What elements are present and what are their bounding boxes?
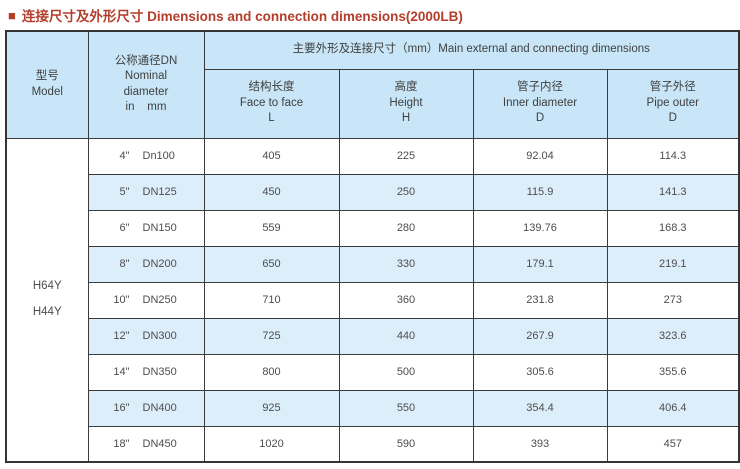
dn-value: DN300 [142,330,177,342]
inner-diameter-cell: 393 [472,425,608,463]
table-row: 8" DN200 650 330 179.1 219.1 [6,245,740,283]
inch-value: 12" [113,330,130,342]
pipe-outer-cell: 219.1 [606,245,740,283]
nominal-cell: 18" DN450 [87,425,205,463]
pipe-outer-cell: 141.3 [606,173,740,211]
table-row: 12" DN300 725 440 267.9 323.6 [6,317,740,355]
header-main-dimensions: 主要外形及连接尺寸（mm）Main external and connectin… [203,30,740,70]
face-to-face-cell: 559 [203,209,340,247]
face-to-face-cell: 650 [203,245,340,283]
pipe-outer-cell: 323.6 [606,317,740,355]
table-row: 5" DN125 450 250 115.9 141.3 [6,173,740,211]
nominal-cell: 10" DN250 [87,281,205,319]
face-to-face-cell: 1020 [203,425,340,463]
inner-diameter-cell: 267.9 [472,317,608,355]
dimensions-table: 型号 Model 公称通径DN Nominal diameter in mm 主… [5,30,740,463]
height-cell: 590 [338,425,474,463]
inner-diameter-cell: 115.9 [472,173,608,211]
inner-diameter-cell: 92.04 [472,137,608,175]
pipe-outer-cell: 114.3 [606,137,740,175]
dn-value: DN150 [142,222,177,234]
height-cell: 360 [338,281,474,319]
inch-value: 5" [119,186,130,198]
table-row: 16" DN400 925 550 354.4 406.4 [6,389,740,427]
pipe-outer-cell: 406.4 [606,389,740,427]
dn-value: DN400 [142,402,177,414]
header-model: 型号 Model [5,30,89,139]
face-to-face-cell: 725 [203,317,340,355]
face-to-face-cell: 800 [203,353,340,391]
pipe-outer-cell: 168.3 [606,209,740,247]
nominal-cell: 14" DN350 [87,353,205,391]
table-row: H64Y H44Y 4" Dn100 405 225 92.04 114.3 [5,137,740,463]
nominal-cell: 12" DN300 [87,317,205,355]
dn-value: DN200 [142,258,177,270]
model-value: H64Y [32,280,62,293]
height-cell: 225 [338,137,474,175]
height-cell: 280 [338,209,474,247]
height-cell: 250 [338,173,474,211]
inner-diameter-cell: 305.6 [472,353,608,391]
nominal-cell: 4" Dn100 [87,137,205,175]
dn-value: DN125 [142,186,177,198]
title-square-icon: ■ [8,7,16,23]
model-value: H44Y [32,305,62,318]
inner-diameter-cell: 231.8 [472,281,608,319]
header-inner-diameter: 管子内径 Inner diameter D [472,68,608,139]
pipe-outer-cell: 355.6 [606,353,740,391]
header-pipe-outer: 管子外径 Pipe outer D [606,68,740,139]
inch-value: 4" [119,150,130,162]
inch-value: 10" [113,294,130,306]
inch-value: 6" [119,222,130,234]
inch-value: 18" [113,437,130,450]
height-cell: 330 [338,245,474,283]
inch-value: 14" [113,366,130,378]
face-to-face-cell: 405 [203,137,340,175]
height-cell: 550 [338,389,474,427]
header-face-to-face: 结构长度 Face to face L [203,68,340,139]
table-row: 6" DN150 559 280 139.76 168.3 [6,209,740,247]
dn-value: DN350 [142,366,177,378]
page-title: ■ 连接尺寸及外形尺寸 Dimensions and connection di… [8,5,463,25]
nominal-cell: 5" DN125 [87,173,205,211]
height-cell: 500 [338,353,474,391]
pipe-outer-cell: 457 [606,425,740,463]
nominal-cell: 16" DN400 [87,389,205,427]
dn-value: DN450 [142,437,177,450]
height-cell: 440 [338,317,474,355]
table-row: 18" DN450 1020 590 393 457 [6,425,740,463]
dn-value: DN250 [142,294,177,306]
header-height: 高度 Height H [338,68,474,139]
table-row: 10" DN250 710 360 231.8 273 [6,281,740,319]
dn-value: Dn100 [142,150,175,162]
inner-diameter-cell: 139.76 [472,209,608,247]
nominal-cell: 6" DN150 [87,209,205,247]
inch-value: 16" [113,402,130,414]
pipe-outer-cell: 273 [606,281,740,319]
model-cell: H64Y H44Y [5,137,89,463]
nominal-cell: 8" DN200 [87,245,205,283]
inner-diameter-cell: 179.1 [472,245,608,283]
page-title-text: 连接尺寸及外形尺寸 Dimensions and connection dime… [21,9,463,24]
face-to-face-cell: 925 [203,389,340,427]
table-row: 14" DN350 800 500 305.6 355.6 [6,353,740,391]
inch-value: 8" [119,258,130,270]
inner-diameter-cell: 354.4 [472,389,608,427]
face-to-face-cell: 450 [203,173,340,211]
header-nominal-diameter: 公称通径DN Nominal diameter in mm [87,30,205,139]
face-to-face-cell: 710 [203,281,340,319]
